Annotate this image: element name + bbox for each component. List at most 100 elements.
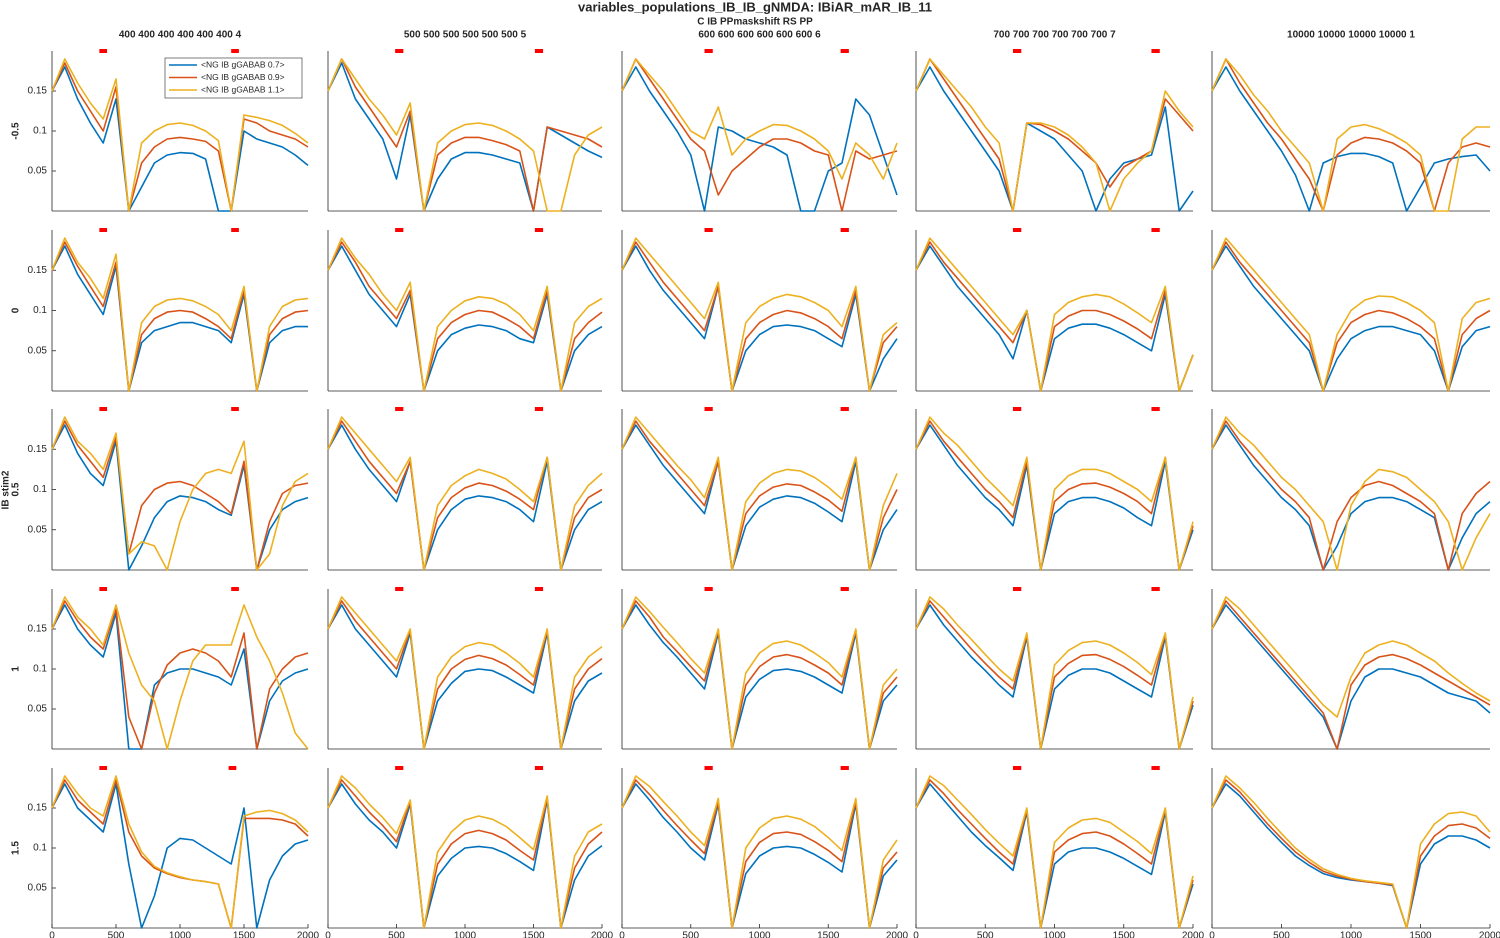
panel: [915, 407, 1194, 571]
x-tick-label: 1500: [1113, 931, 1136, 938]
series-line: [327, 62, 603, 212]
panel: 0 500 1000 1500 2000: [1209, 768, 1500, 938]
stimulus-marker: [534, 766, 544, 770]
series-line: [621, 245, 898, 392]
row-label: 1.5: [11, 841, 22, 855]
series-line: [1211, 241, 1491, 392]
stimulus-marker: [704, 766, 713, 770]
stimulus-marker: [395, 228, 404, 232]
series-line: [915, 416, 1194, 571]
stimulus-marker: [704, 49, 713, 53]
panel: [1211, 409, 1491, 571]
series-line: [327, 58, 603, 212]
stimulus-marker: [231, 49, 239, 53]
stimulus-marker: [840, 49, 849, 53]
panel: [915, 587, 1194, 750]
series-line: [1211, 604, 1491, 750]
series-line: [621, 58, 898, 212]
series-line: [1211, 58, 1491, 212]
series-line: [51, 66, 309, 212]
series-line: [51, 604, 309, 750]
series-line: [621, 779, 898, 929]
series-line: [1211, 600, 1491, 750]
y-tick-label: 0.05: [28, 524, 48, 535]
stimulus-marker: [1151, 407, 1160, 411]
x-tick-label: 500: [108, 931, 125, 938]
series-line: [621, 416, 898, 571]
series-line: [51, 62, 309, 212]
panel: [621, 228, 898, 392]
x-tick-label: 500: [682, 931, 699, 938]
stimulus-marker: [231, 407, 239, 411]
stimulus-marker: [395, 407, 404, 411]
stimulus-marker: [99, 587, 108, 591]
panel: [621, 407, 898, 571]
series-line: [915, 237, 1194, 392]
y-tick-label: 0.1: [33, 484, 47, 495]
panel: [915, 228, 1194, 392]
y-tick-label: 0.15: [28, 86, 48, 97]
series-line: [915, 604, 1194, 750]
series-line: [621, 58, 898, 180]
series-line: [915, 241, 1194, 392]
series-line: [51, 596, 309, 750]
stimulus-marker: [395, 49, 404, 53]
figure-title: variables_populations_IB_IB_gNMDA: IBiAR…: [578, 0, 932, 14]
panel: [327, 407, 603, 571]
stimulus-marker: [1151, 228, 1160, 232]
stimulus-marker: [534, 228, 544, 232]
y-tick-label: 0.05: [28, 704, 48, 715]
x-tick-label: 1000: [748, 931, 771, 938]
stimulus-marker: [231, 587, 239, 591]
series-line: [1211, 245, 1491, 392]
series-line: [915, 779, 1194, 929]
x-tick-label: 500: [388, 931, 405, 938]
panel: [327, 587, 603, 750]
legend-label: <NG IB gGABAB 0.9>: [201, 72, 285, 82]
series-line: [915, 600, 1194, 750]
y-tick-label: 0.05: [28, 166, 48, 177]
series-line: [51, 600, 309, 750]
x-tick-label: 0: [1209, 931, 1215, 938]
stimulus-marker: [1151, 49, 1160, 53]
series-line: [621, 424, 898, 571]
panel: [1211, 230, 1491, 392]
x-tick-label: 1500: [817, 931, 840, 938]
panel: 0.05 0.1 0.15 0.5: [11, 407, 309, 571]
series-line: [51, 416, 309, 571]
x-tick-label: 2000: [1479, 931, 1500, 938]
x-tick-label: 500: [1273, 931, 1290, 938]
series-line: [915, 783, 1194, 929]
series-line: [51, 241, 309, 392]
series-line: [51, 775, 309, 929]
series-line: [915, 245, 1194, 392]
row-label: -0.5: [11, 122, 22, 140]
panel: 0.05 0.1 0.15 400 400 400 400 400 400 4 -0.5…: [11, 30, 309, 212]
stimulus-marker: [704, 228, 713, 232]
panel: 0.05 0.1 0.15 0 500 1000 1500 2000 1.5: [11, 766, 320, 938]
row-label: 1: [11, 666, 22, 672]
series-line: [51, 58, 309, 212]
stimulus-marker: [99, 766, 108, 770]
series-line: [51, 420, 309, 571]
series-line: [1211, 66, 1491, 212]
stimulus-marker: [840, 228, 849, 232]
stimulus-marker: [231, 228, 239, 232]
panel: 700 700 700 700 700 700 7: [915, 30, 1194, 212]
stimulus-marker: [99, 49, 108, 53]
series-line: [621, 604, 898, 750]
stimulus-marker: [99, 407, 108, 411]
stimulus-marker: [1012, 407, 1022, 411]
series-line: [1211, 775, 1491, 929]
stimulus-marker: [1012, 49, 1022, 53]
stimulus-marker: [704, 587, 713, 591]
figure-subtitle: C IB PPmaskshift RS PP: [697, 17, 813, 28]
series-line: [327, 237, 603, 392]
panel: 0.05 0.1 0.15 0: [11, 228, 309, 392]
series-line: [915, 58, 1194, 212]
series-line: [915, 66, 1194, 212]
x-tick-label: 2000: [297, 931, 320, 938]
column-title: 400 400 400 400 400 400 4: [119, 30, 242, 41]
column-title: 700 700 700 700 700 700 7: [993, 30, 1116, 41]
x-tick-label: 1000: [1043, 931, 1066, 938]
